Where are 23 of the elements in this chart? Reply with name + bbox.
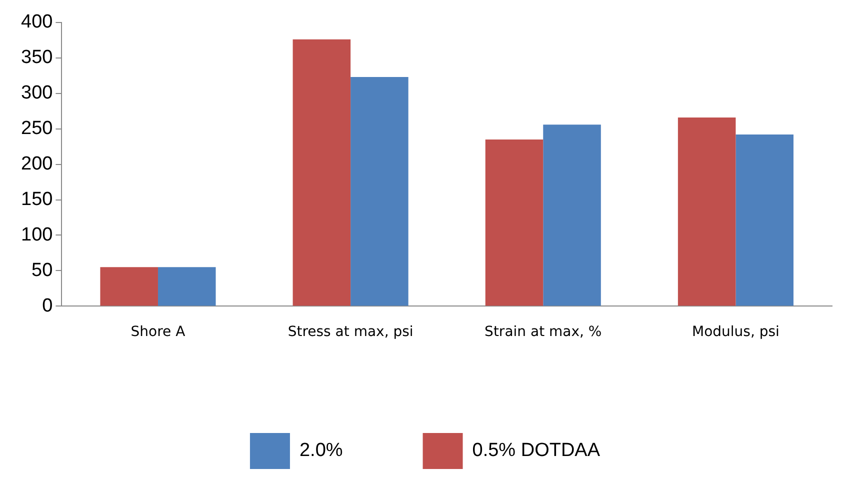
bar xyxy=(350,77,408,306)
bar xyxy=(158,267,216,306)
x-tick-label: Strain at max, % xyxy=(484,324,602,340)
y-tick-label: 150 xyxy=(21,189,53,210)
y-tick-label: 100 xyxy=(21,224,53,246)
bar xyxy=(543,124,601,306)
bar xyxy=(100,267,158,306)
x-tick-label: Shore A xyxy=(130,324,186,340)
legend-label: 0.5% DOTDAA xyxy=(472,440,600,462)
bar xyxy=(485,139,544,306)
y-tick-label: 400 xyxy=(21,12,53,33)
y-tick-label: 250 xyxy=(21,118,53,140)
y-tick-label: 300 xyxy=(21,82,53,104)
y-tick-label: 350 xyxy=(21,47,53,68)
y-tick-label: 0 xyxy=(42,295,53,316)
bar xyxy=(292,39,351,306)
y-tick-label: 200 xyxy=(21,154,53,175)
x-tick-label: Stress at max, psi xyxy=(288,324,414,340)
y-tick-label: 50 xyxy=(32,260,53,281)
legend-label: 2.0% xyxy=(299,440,343,462)
bar xyxy=(736,134,794,306)
x-tick-label: Modulus, psi xyxy=(692,324,780,340)
bar xyxy=(678,117,736,306)
